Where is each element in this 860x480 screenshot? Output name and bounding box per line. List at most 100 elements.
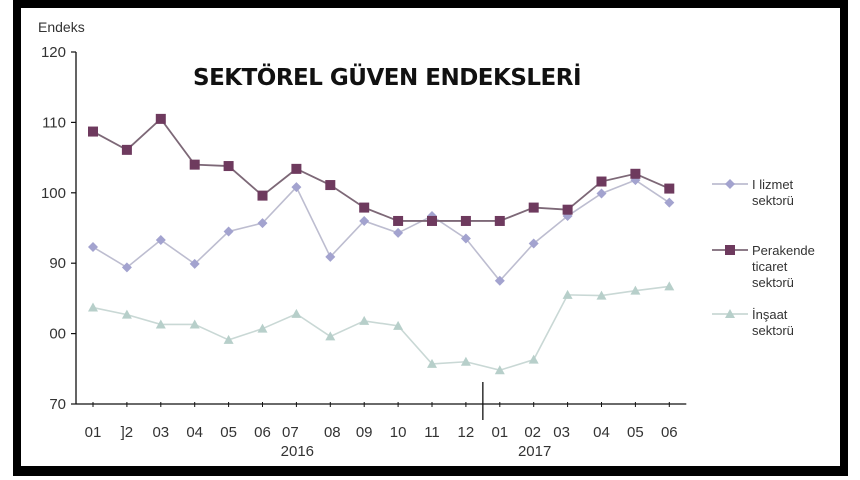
data-point: [528, 202, 539, 213]
x-tick-label: 04: [186, 424, 203, 441]
data-point: [494, 215, 505, 226]
legend: I lizmetsektɔrüPerakendeticaretsektɔrüİn…: [712, 177, 815, 338]
legend-label: ticaret: [752, 259, 788, 274]
data-point: [494, 365, 505, 375]
data-point: [291, 182, 302, 193]
x-tick-label: 05: [627, 424, 644, 441]
data-point: [257, 323, 268, 333]
data-point: [427, 215, 437, 226]
data-point: [291, 163, 302, 174]
legend-marker-icon: [725, 309, 735, 318]
series-diamond: [88, 175, 675, 286]
x-tick-label: 03: [152, 424, 169, 441]
data-point: [325, 251, 336, 262]
x-tick-label: 06: [254, 424, 271, 441]
data-point: [630, 168, 641, 179]
data-point: [359, 202, 370, 213]
x-tick-label: 10: [390, 424, 407, 441]
data-point: [664, 281, 675, 291]
data-point: [223, 334, 234, 344]
data-point: [121, 309, 132, 319]
year-label: 2017: [518, 443, 551, 460]
x-tick-label: 02: [524, 424, 541, 441]
x-tick-label: 01: [491, 424, 508, 441]
x-tick-label: ]2: [121, 424, 134, 441]
y-axis-label: Endeks: [38, 19, 85, 35]
data-point: [562, 289, 573, 299]
y-tick-label: 00: [49, 326, 66, 343]
data-point: [257, 190, 268, 201]
data-point: [393, 227, 404, 238]
data-point: [121, 144, 132, 155]
data-point: [223, 161, 234, 172]
data-point: [155, 234, 166, 245]
legend-label: sektɔrü: [752, 323, 794, 338]
series-line: [92, 179, 670, 283]
series-square: [88, 113, 675, 226]
data-point: [460, 215, 471, 226]
year-label: 2016: [281, 443, 314, 460]
y-tick-label: 100: [41, 185, 66, 202]
x-tick-label: 12: [458, 424, 475, 441]
data-point: [460, 233, 471, 244]
data-point: [596, 176, 607, 187]
data-point: [393, 215, 404, 226]
data-point: [427, 358, 437, 368]
data-point: [121, 262, 132, 273]
x-tick-label: 04: [593, 424, 610, 441]
x-tick-label: 03: [553, 424, 570, 441]
data-point: [291, 308, 302, 318]
y-tick-label: 120: [41, 44, 66, 61]
data-point: [155, 113, 166, 124]
series-line: [92, 117, 670, 222]
chart-title: SEKTÖREL GÜVEN ENDEKSLERİ: [193, 63, 581, 91]
legend-marker-icon: [725, 245, 735, 255]
data-point: [664, 183, 675, 194]
data-point: [596, 290, 607, 300]
y-tick-label: 90: [49, 255, 66, 272]
data-point: [562, 204, 573, 215]
data-point: [494, 275, 505, 286]
data-point: [88, 126, 98, 137]
axes: 120 110 100 90 00 70 01]2 03 04 05 06 07 08 09 10 11 12 0…: [41, 44, 687, 460]
x-tick-label: 06: [661, 424, 678, 441]
data-point: [189, 258, 200, 269]
y-tick-label: 70: [49, 396, 66, 413]
legend-label: sektɔrü: [752, 275, 794, 290]
x-tick-label: 01: [85, 424, 102, 441]
data-point: [325, 331, 336, 341]
x-tick-label: 09: [356, 424, 373, 441]
legend-marker-icon: [725, 179, 735, 189]
series-triangle: [88, 281, 675, 375]
data-point: [460, 356, 471, 366]
data-point: [359, 215, 370, 226]
data-point: [155, 319, 166, 329]
data-point: [359, 315, 370, 325]
y-tick-label: 110: [42, 114, 66, 131]
data-point: [88, 242, 98, 253]
data-point: [189, 319, 200, 329]
chart-frame: [13, 0, 848, 476]
data-point: [88, 302, 98, 312]
data-point: [630, 285, 641, 295]
x-tick-label: 07: [282, 424, 299, 441]
series-line: [92, 285, 670, 372]
legend-label: I lizmet: [752, 177, 794, 192]
x-tick-label: 05: [220, 424, 237, 441]
legend-label: Perakende: [752, 243, 815, 258]
data-point: [223, 226, 234, 237]
legend-label: sektɔrü: [752, 193, 794, 208]
data-point: [596, 188, 607, 199]
legend-label: İnşaat: [752, 307, 788, 322]
data-point: [528, 354, 539, 364]
data-point: [664, 197, 675, 208]
data-point: [393, 320, 404, 330]
data-point: [528, 238, 539, 249]
series-layer: [88, 113, 675, 375]
data-point: [325, 180, 336, 191]
x-tick-label: 08: [324, 424, 341, 441]
